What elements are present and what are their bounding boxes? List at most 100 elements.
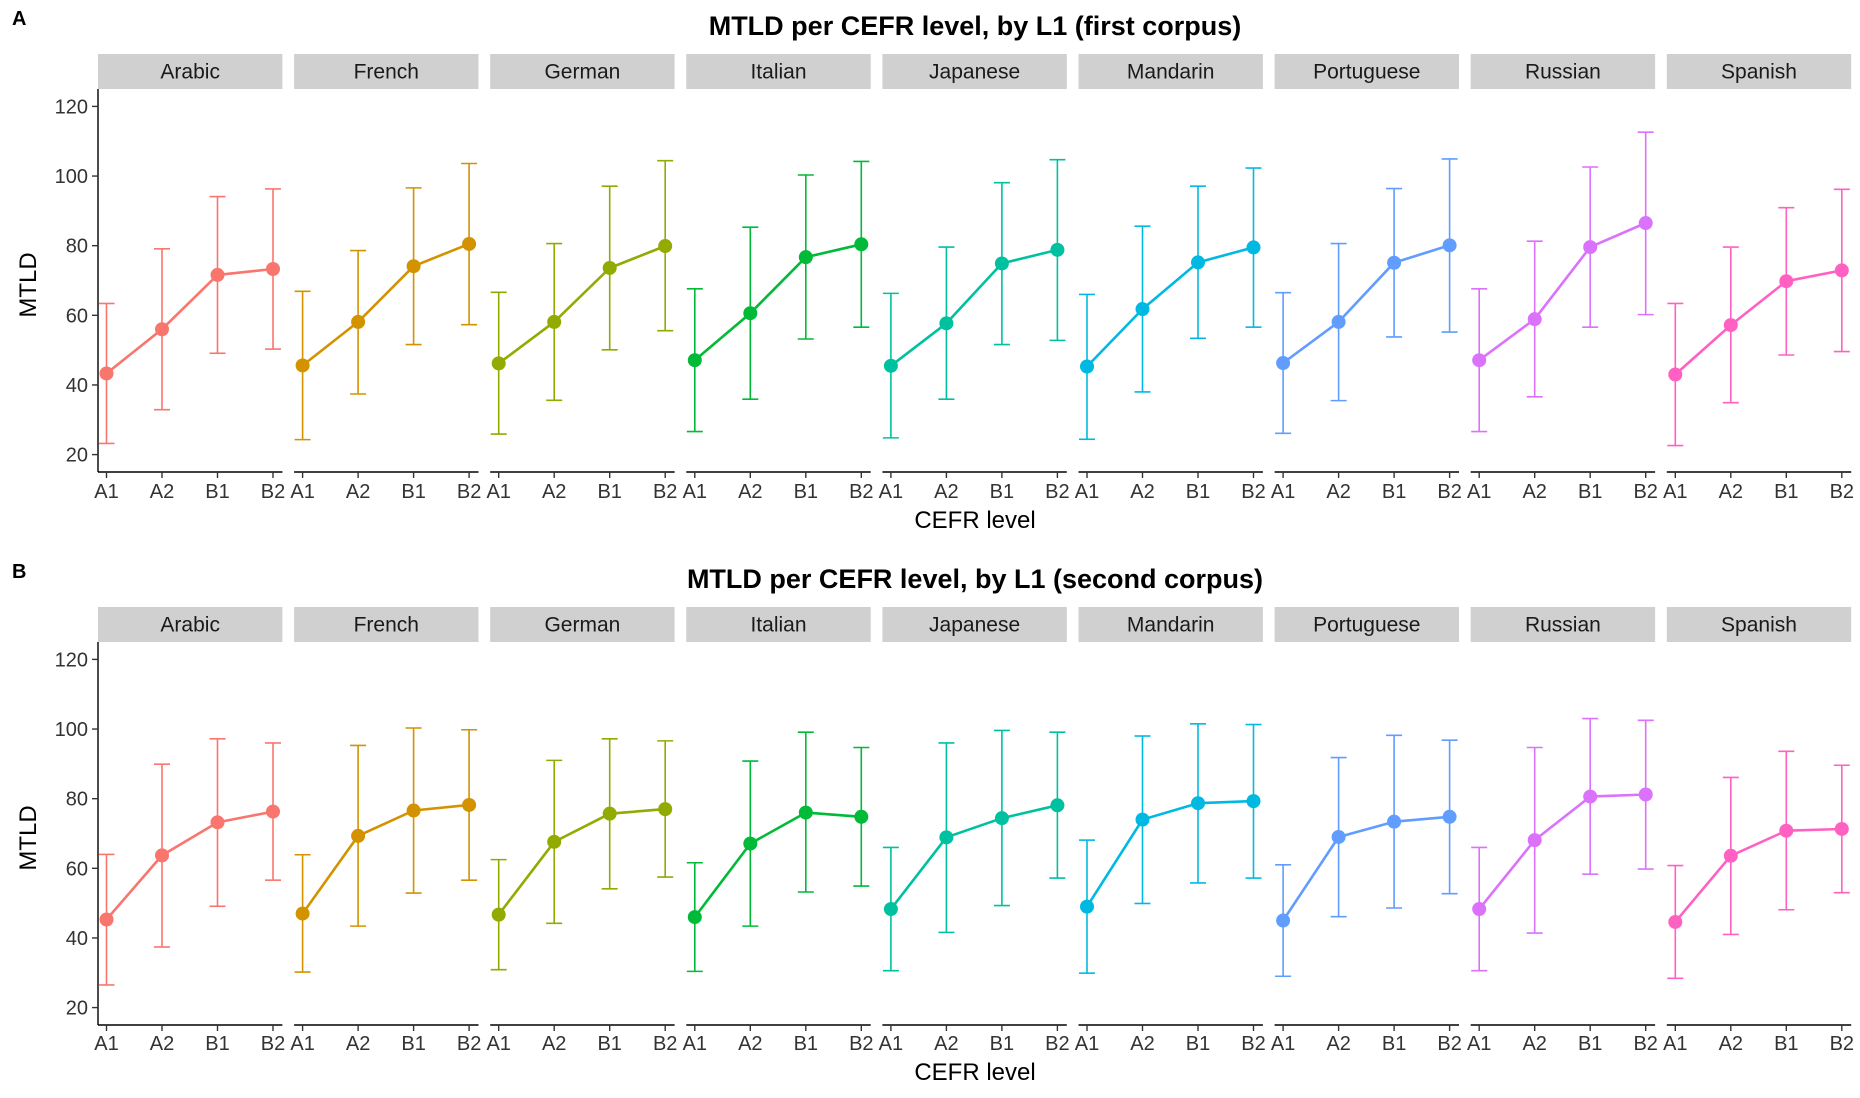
series-line: [693, 811, 862, 918]
data-point: [1050, 242, 1065, 257]
data-point: [266, 804, 280, 819]
x-tick-label: B2: [653, 481, 677, 503]
data-point: [462, 797, 477, 812]
facet-strip: [1470, 54, 1656, 89]
data-point: [854, 809, 869, 824]
x-tick-label: A1: [1271, 1033, 1295, 1055]
data-point: [1779, 823, 1794, 838]
data-point: [1668, 914, 1683, 929]
data-point: [1472, 353, 1487, 368]
y-tick-label: 40: [66, 928, 88, 950]
x-tick-label: B1: [1186, 481, 1210, 503]
data-point: [1191, 796, 1205, 811]
y-tick-label: 40: [66, 375, 88, 397]
data-point: [1246, 794, 1261, 809]
x-tick-label: A1: [486, 1033, 510, 1055]
data-point: [1442, 238, 1457, 253]
y-tick-label: 120: [55, 649, 88, 671]
chart-title: MTLD per CEFR level, by L1 (first corpus…: [709, 11, 1242, 41]
y-axis-title: MTLD: [15, 252, 42, 317]
data-point: [1723, 848, 1738, 863]
x-tick-label: A2: [1130, 1033, 1154, 1055]
series-line: [301, 803, 470, 915]
facet-strip-label: Japanese: [929, 61, 1020, 84]
x-tick-label: A2: [1719, 481, 1743, 503]
y-tick-label: 60: [66, 858, 88, 880]
x-tick-label: B1: [990, 481, 1014, 503]
series-line: [105, 810, 274, 921]
x-tick-label: B1: [1578, 1033, 1602, 1055]
x-tick-label: B2: [653, 1033, 677, 1055]
data-point: [854, 237, 869, 252]
x-tick-label: B2: [1437, 481, 1461, 503]
facet-strip-label: Italian: [750, 614, 806, 637]
y-tick-label: 60: [66, 305, 88, 327]
data-point: [155, 322, 169, 337]
x-tick-label: A2: [150, 1033, 174, 1055]
x-tick-label: A2: [150, 481, 174, 503]
x-tick-label: B2: [849, 1033, 873, 1055]
facet-strip: [1078, 607, 1263, 642]
data-point: [1779, 274, 1794, 289]
x-tick-label: B1: [794, 1033, 818, 1055]
data-point: [602, 806, 617, 821]
x-tick-label: B2: [1045, 481, 1069, 503]
x-tick-label: A1: [683, 481, 707, 503]
x-tick-label: A1: [1271, 481, 1295, 503]
data-point: [1723, 318, 1738, 333]
series-line: [1282, 815, 1450, 922]
facet-portuguese: Portuguese A1 A2 B1 B2: [1271, 54, 1462, 503]
facet-french: French A1 A2 B1 B2: [290, 607, 481, 1055]
data-point: [743, 836, 758, 851]
series-line: [889, 804, 1058, 910]
x-tick-label: A2: [1130, 481, 1154, 503]
x-tick-label: A2: [934, 1033, 958, 1055]
x-tick-label: A1: [1663, 481, 1687, 503]
x-tick-label: B1: [1186, 1033, 1210, 1055]
x-tick-label: A1: [1467, 1033, 1491, 1055]
x-tick-label: B1: [1382, 1033, 1406, 1055]
x-tick-label: A1: [290, 1033, 314, 1055]
y-tick-label: 80: [66, 789, 88, 811]
facet-russian: Russian A1 A2 B1 B2: [1467, 54, 1658, 503]
x-tick-label: B2: [1633, 1033, 1657, 1055]
data-point: [210, 815, 225, 830]
series-line: [693, 243, 862, 362]
data-point: [743, 306, 758, 321]
x-tick-label: A2: [934, 481, 958, 503]
data-point: [1331, 829, 1346, 844]
data-point: [295, 906, 310, 921]
data-point: [1246, 240, 1261, 255]
data-point: [602, 260, 617, 275]
data-point: [155, 848, 169, 863]
facet-strip-label: Portuguese: [1313, 61, 1420, 84]
data-point: [1472, 902, 1487, 917]
data-point: [406, 259, 421, 274]
x-tick-label: A2: [1326, 481, 1350, 503]
data-point: [1191, 255, 1205, 270]
facet-strip: [1470, 607, 1656, 642]
data-point: [547, 834, 562, 849]
x-tick-label: A2: [1719, 1033, 1743, 1055]
data-point: [1668, 367, 1683, 382]
x-tick-label: B1: [1774, 481, 1798, 503]
series-line: [1085, 799, 1254, 908]
facet-portuguese: Portuguese A1 A2 B1 B2: [1271, 607, 1462, 1055]
y-tick-label: 100: [55, 719, 88, 741]
data-point: [687, 910, 702, 925]
x-tick-label: B1: [1774, 1033, 1798, 1055]
data-point: [798, 250, 813, 265]
x-tick-label: B2: [457, 1033, 481, 1055]
facet-strip-label: Italian: [750, 61, 806, 84]
facet-arabic: Arabic A1 A2 B1 B2: [94, 54, 285, 503]
facet-strip: [1666, 607, 1852, 642]
data-point: [351, 314, 366, 329]
x-axis-title: CEFR level: [914, 1059, 1035, 1086]
facet-strip: [686, 607, 871, 642]
facet-strip-label: Mandarin: [1127, 614, 1215, 637]
facet-strip: [1274, 54, 1459, 89]
x-axis-title: CEFR level: [914, 507, 1035, 534]
data-point: [1135, 812, 1150, 827]
